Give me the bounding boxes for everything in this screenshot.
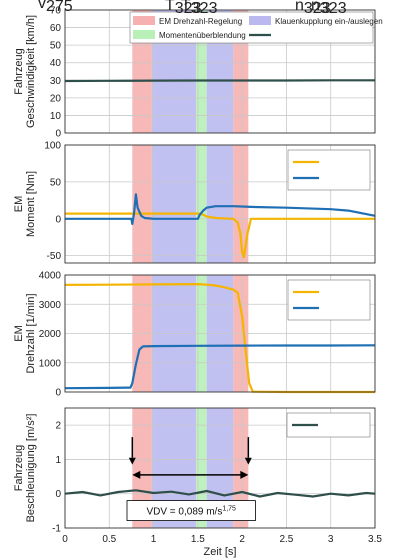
y-tick-label: 0 [55,129,61,140]
x-tick-label: 3 [328,534,334,545]
y-axis-label: FahrzeugGeschwindigkeit [km/h] [13,15,37,128]
vdv-box [126,500,256,521]
phase-band-2 [151,145,197,263]
phase-band-3 [196,408,207,528]
legend-entry-label: n323 [295,0,331,17]
plot-frame [64,144,376,264]
legend-entry-label: Momentenüberblendung [159,31,246,40]
legend-entry-label: Klauenkupplung ein-/auslegen [275,17,383,26]
phase-band-3 [196,145,207,263]
legend-swatch [133,16,155,25]
vdv-annotation: t121.31428571428572t237.34285714285713VD… [126,437,256,521]
y-tick-label: 30 [50,76,62,87]
y-tick-label: 10 [50,111,62,122]
x-tick-label: 1.5 [191,534,205,545]
y-axis-label: FahrzeugBeschleunigung [m/s²] [13,414,37,523]
y-axis-label: EMMoment [Nm] [13,171,37,237]
y-tick-label: 50 [50,177,62,188]
time-marker-arrowhead [128,457,136,465]
y-tick-label: 40 [50,58,62,69]
y-tick-label: 1000 [39,358,62,369]
phase-band-5 [233,145,249,263]
series-line-TEM1 [65,212,375,259]
phase-band-5 [233,408,249,528]
legend-swatch [133,30,155,39]
x-axis-label: Zeit [s] [203,546,236,558]
y-tick-label: 100 [44,141,61,152]
legend-entry-label: T323 [165,0,202,17]
vdv-value: VDV = 0,089 m/s1,75 [146,506,236,518]
x-tick-label: 2.5 [279,534,293,545]
y-tick-label: 3000 [39,300,62,311]
y-tick-label: 0 [55,388,61,399]
legend-entry-label: T323 [181,0,218,17]
legend: EM Drehzahl-Regelung Klauenkupplung ein-/… [38,0,383,44]
y-tick-label: 0 [55,214,61,225]
x-tick-label: 1 [151,534,157,545]
legend-swatch [249,16,271,25]
y-tick-label: 0 [55,489,61,500]
x-tick-label: 2 [239,534,245,545]
y-tick-label: 4000 [39,271,62,282]
phase-band-1 [132,408,152,528]
legend-entry-label: n323 [311,0,347,17]
time-marker-arrowhead [244,457,252,465]
legend: a322 [286,412,371,438]
legend-box [287,149,371,191]
x-tick-label: 0 [62,534,68,545]
series-line-TEM2 [65,193,376,225]
legend-box [287,279,371,321]
interval-arrow-head-right [240,470,249,479]
panel-1: 0 10 20 30 40 50 60 70 FahrzeugGeschwindigkeit [… [13,0,383,140]
phase-band-1 [132,145,152,263]
series-line-vFahrzeug [64,79,375,83]
y-tick-label: 20 [50,93,62,104]
legend-entry-label: v275 [38,0,73,15]
y-tick-label: -1 [52,524,61,535]
y-tick-label: 1 [55,455,61,466]
y-tick-label: 60 [50,23,62,34]
y-tick-label: 2 [55,421,61,432]
legend-entry-label: EM Drehzahl-Regelung [159,17,242,26]
interval-arrow-head-left [132,470,141,479]
x-tick-label: 0.5 [102,534,116,545]
y-tick-label: 2000 [39,329,62,340]
plot-frame [64,274,376,393]
plot-frame [64,9,376,134]
y-tick-label: 50 [50,41,62,52]
phase-band-3 [196,10,207,133]
x-tick-label: 3.5 [368,534,382,545]
plot-frame [64,407,376,529]
series-line-aFahrzeug [64,489,376,498]
y-tick-label: -50 [47,251,62,262]
y-axis-label: EMDrehzahl [1/min] [13,293,37,373]
series-line-nEM2 [64,344,376,390]
y-tick-label: 70 [50,6,62,17]
phase-band-4 [206,145,234,263]
